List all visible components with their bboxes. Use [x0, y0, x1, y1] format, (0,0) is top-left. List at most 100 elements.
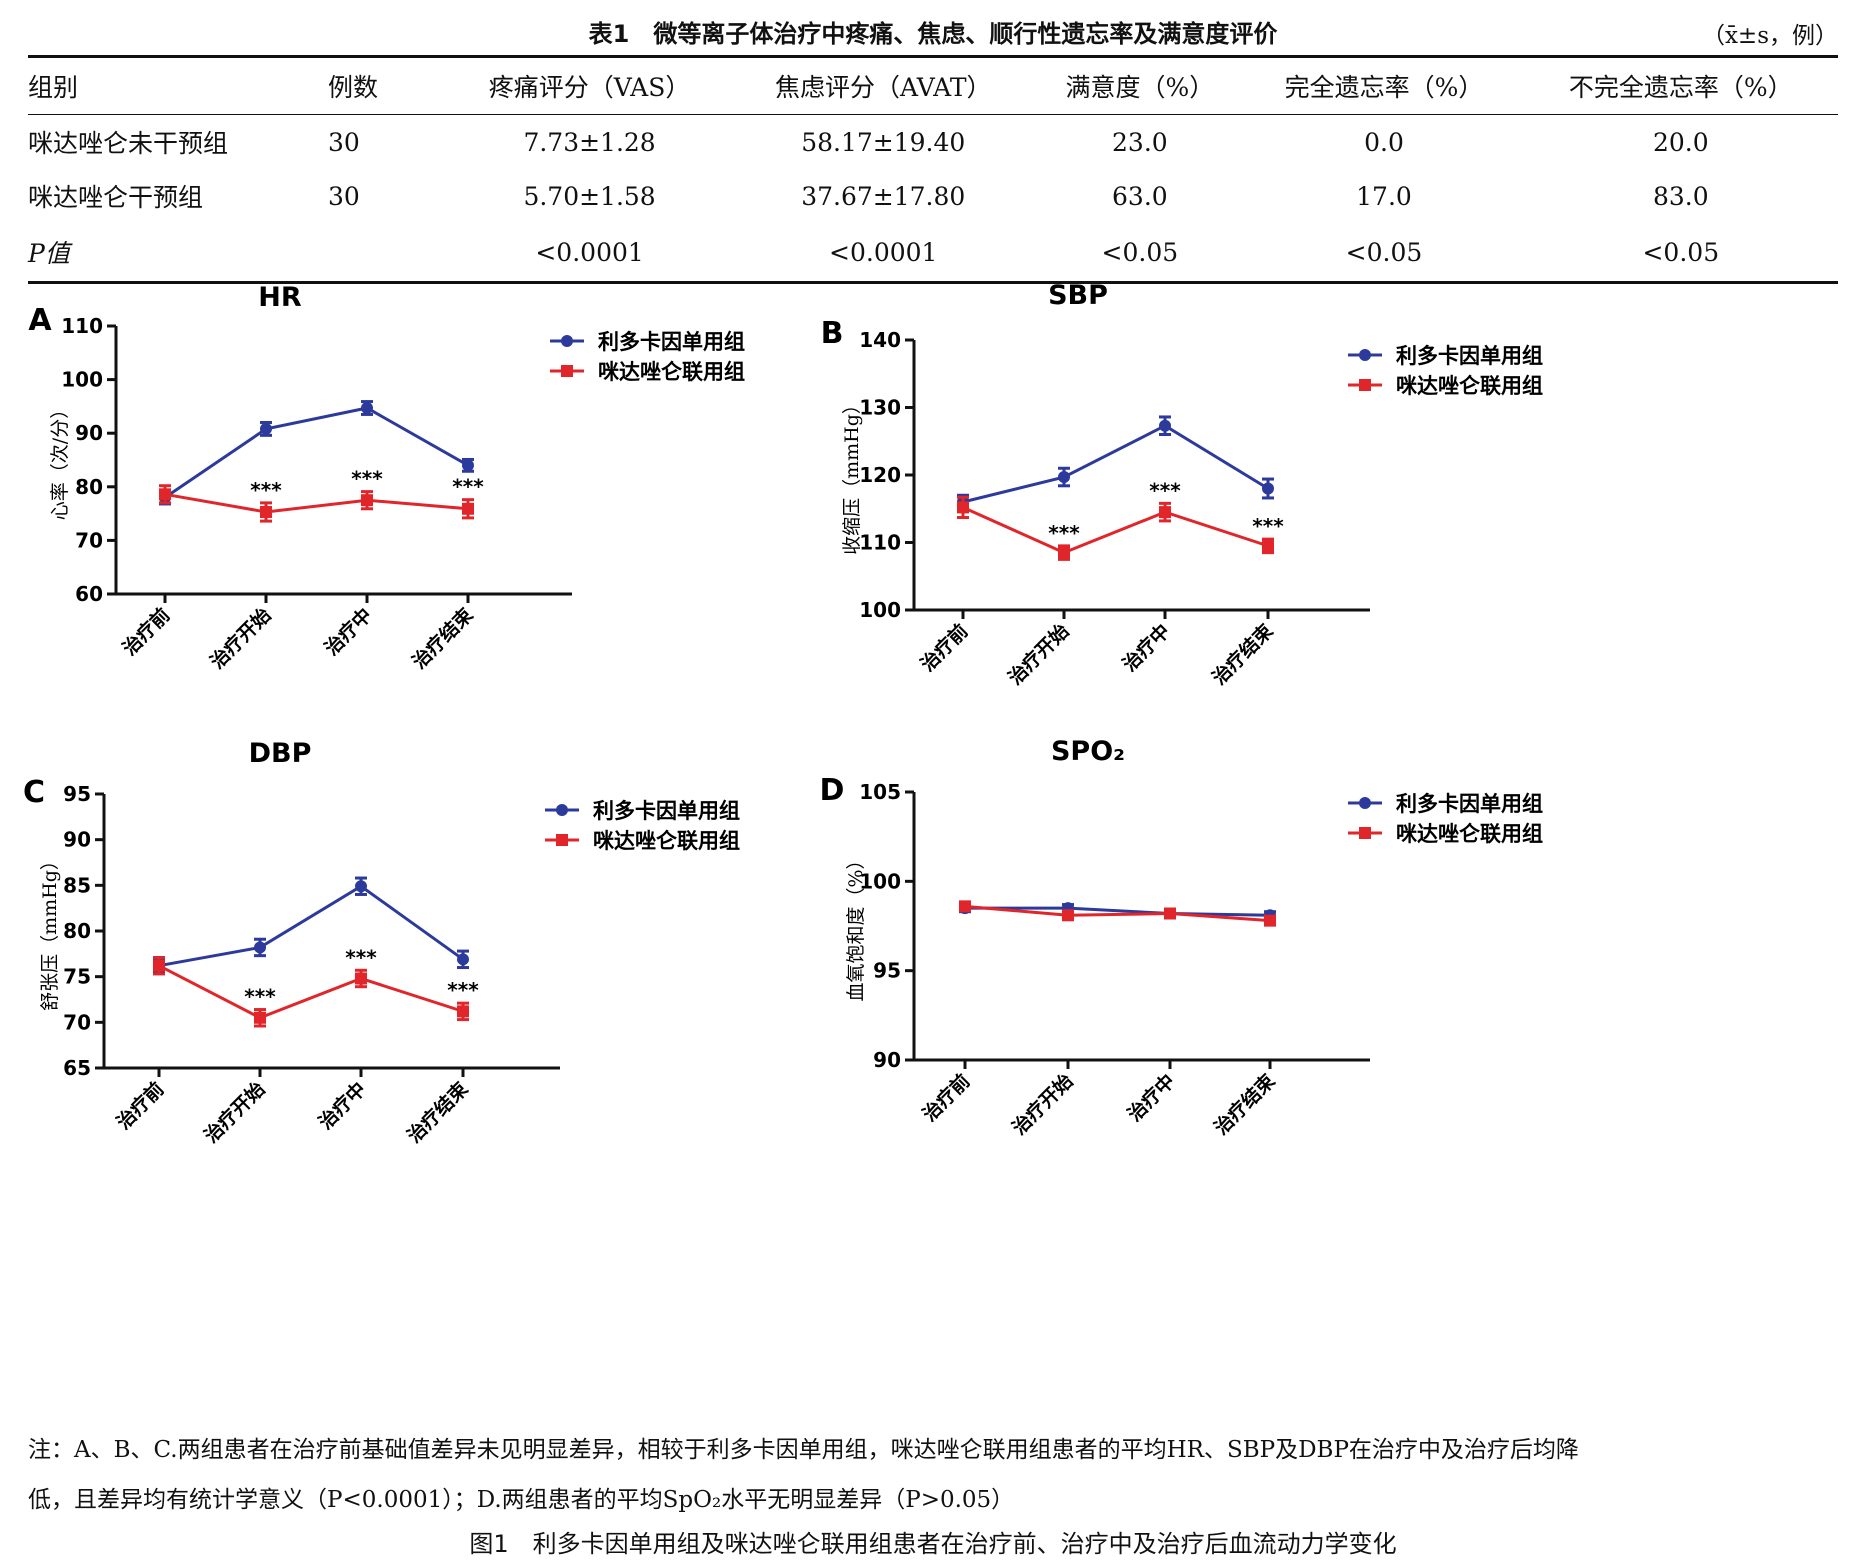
data-point [260, 505, 272, 518]
legend-label: 利多卡因单用组 [593, 798, 740, 823]
table-cell: <0.0001 [731, 223, 1036, 284]
table-cell: 23.0 [1112, 127, 1168, 157]
data-point [1159, 506, 1171, 519]
significance-marker: *** [1149, 478, 1181, 502]
x-tick-label: 治疗中 [314, 1077, 371, 1134]
data-point [159, 488, 171, 501]
legend-marker [561, 335, 573, 347]
legend-marker [556, 834, 568, 846]
data-point [1262, 482, 1274, 495]
x-tick-label: 治疗结束 [403, 1077, 474, 1148]
panel-label: C [23, 775, 45, 810]
y-tick-label: 130 [859, 396, 901, 420]
legend-label: 利多卡因单用组 [598, 329, 745, 354]
y-axis-label: 血氧饱和度（%） [845, 850, 867, 1001]
data-point [153, 959, 165, 972]
header-cell: 组别 [28, 55, 328, 115]
legend-label: 咪达唑仑联用组 [593, 828, 740, 853]
significance-marker: *** [351, 467, 383, 491]
data-point [959, 900, 971, 913]
data-point [1264, 914, 1276, 927]
chart-title: DBP [249, 738, 312, 769]
x-tick-label: 治疗前 [112, 1077, 169, 1134]
legend-label: 咪达唑仑联用组 [1396, 373, 1543, 398]
table-cell: 咪达唑仑干预组 [28, 183, 204, 212]
table-cell [328, 223, 448, 284]
table-cell: 30 [328, 181, 360, 211]
figure-caption: 图1 利多卡因单用组及咪达唑仑联用组患者在治疗前、治疗中及治疗后血流动力学变化 [469, 1530, 1397, 1558]
y-axis-label: 收缩压（mmHg） [841, 395, 863, 555]
panel-label: A [28, 303, 52, 338]
y-tick-label: 90 [63, 828, 91, 852]
legend-marker [1359, 349, 1371, 361]
chart-title: SBP [1048, 280, 1108, 311]
y-tick-label: 95 [63, 782, 91, 806]
y-tick-label: 90 [75, 421, 103, 445]
y-tick-label: 70 [63, 1010, 91, 1034]
table-cell: <0.05 [1523, 223, 1838, 284]
table-unit-note: （x̄±s，例） [1701, 23, 1838, 49]
header-cell: 完全遗忘率（%） [1244, 55, 1524, 115]
header-cell: 不完全遗忘率（%） [1523, 55, 1838, 115]
table-cell: P值 [28, 223, 328, 284]
table-header-row: 组别 例数 疼痛评分（VAS） 焦虑评分（AVAT） 满意度（%） 完全遗忘率（… [28, 55, 1838, 115]
data-point [457, 1005, 469, 1018]
data-point [457, 953, 469, 966]
x-tick-label: 治疗中 [1123, 1069, 1180, 1126]
legend-label: 咪达唑仑联用组 [598, 359, 745, 384]
table-cell: 7.73±1.28 [523, 127, 656, 157]
series-line [965, 906, 1271, 917]
y-tick-label: 65 [63, 1056, 91, 1080]
x-tick-label: 治疗前 [118, 603, 175, 660]
data-point [355, 880, 367, 893]
data-point [1062, 909, 1074, 922]
x-tick-label: 治疗结束 [1210, 1069, 1281, 1140]
table-cell: 63.0 [1112, 181, 1168, 211]
series-line [164, 406, 469, 499]
y-tick-label: 80 [63, 919, 91, 943]
y-tick-label: 100 [859, 869, 901, 893]
data-point [1164, 907, 1176, 920]
table-cell: 5.70±1.58 [523, 181, 656, 211]
y-tick-label: 140 [859, 328, 901, 352]
table-title: 表1 微等离子体治疗中疼痛、焦虑、顺行性遗忘率及满意度评价 [588, 20, 1278, 48]
y-tick-label: 75 [63, 965, 91, 989]
significance-marker: *** [452, 475, 484, 499]
x-tick-label: 治疗中 [320, 603, 377, 660]
header-cell: 满意度（%） [1035, 55, 1245, 115]
y-axis-label: 舒张压（mmHg） [39, 851, 61, 1011]
series-line [964, 904, 1271, 923]
data-point [254, 941, 266, 954]
legend-label: 利多卡因单用组 [1396, 791, 1543, 816]
legend-label: 利多卡因单用组 [1396, 343, 1543, 368]
data-point [361, 494, 373, 507]
x-tick-label: 治疗中 [1118, 619, 1175, 676]
table-cell: 咪达唑仑未干预组 [28, 129, 229, 158]
data-point [1262, 539, 1274, 552]
legend-marker [556, 804, 568, 816]
data-point [1159, 419, 1171, 432]
header-cell: 焦虑评分（AVAT） [731, 55, 1036, 115]
x-tick-label: 治疗前 [918, 1069, 975, 1126]
y-axis-label: 心率（次/分） [49, 400, 71, 520]
y-tick-label: 110 [859, 531, 901, 555]
significance-marker: *** [1048, 521, 1080, 545]
table-cell: 17.0 [1356, 181, 1412, 211]
x-tick-label: 治疗开始 [206, 603, 276, 673]
significance-marker: *** [244, 985, 276, 1009]
x-tick-label: 治疗开始 [1004, 619, 1074, 689]
y-tick-label: 85 [63, 873, 91, 897]
series-line [164, 492, 469, 514]
panel-label: B [821, 316, 844, 351]
y-tick-label: 80 [75, 475, 103, 499]
header-cell: 疼痛评分（VAS） [448, 55, 732, 115]
table-cell: 83.0 [1652, 181, 1709, 211]
data-point [260, 422, 272, 435]
figure-note: 注：A、B、C.两组患者在治疗前基础值差异未见明显差异，相较于利多卡因单用组，咪… [28, 1425, 1840, 1525]
legend-marker [1359, 827, 1371, 839]
results-table: 组别 例数 疼痛评分（VAS） 焦虑评分（AVAT） 满意度（%） 完全遗忘率（… [28, 55, 1838, 284]
data-point [462, 459, 474, 472]
y-tick-label: 100 [61, 368, 103, 392]
legend-label: 咪达唑仑联用组 [1396, 821, 1543, 846]
